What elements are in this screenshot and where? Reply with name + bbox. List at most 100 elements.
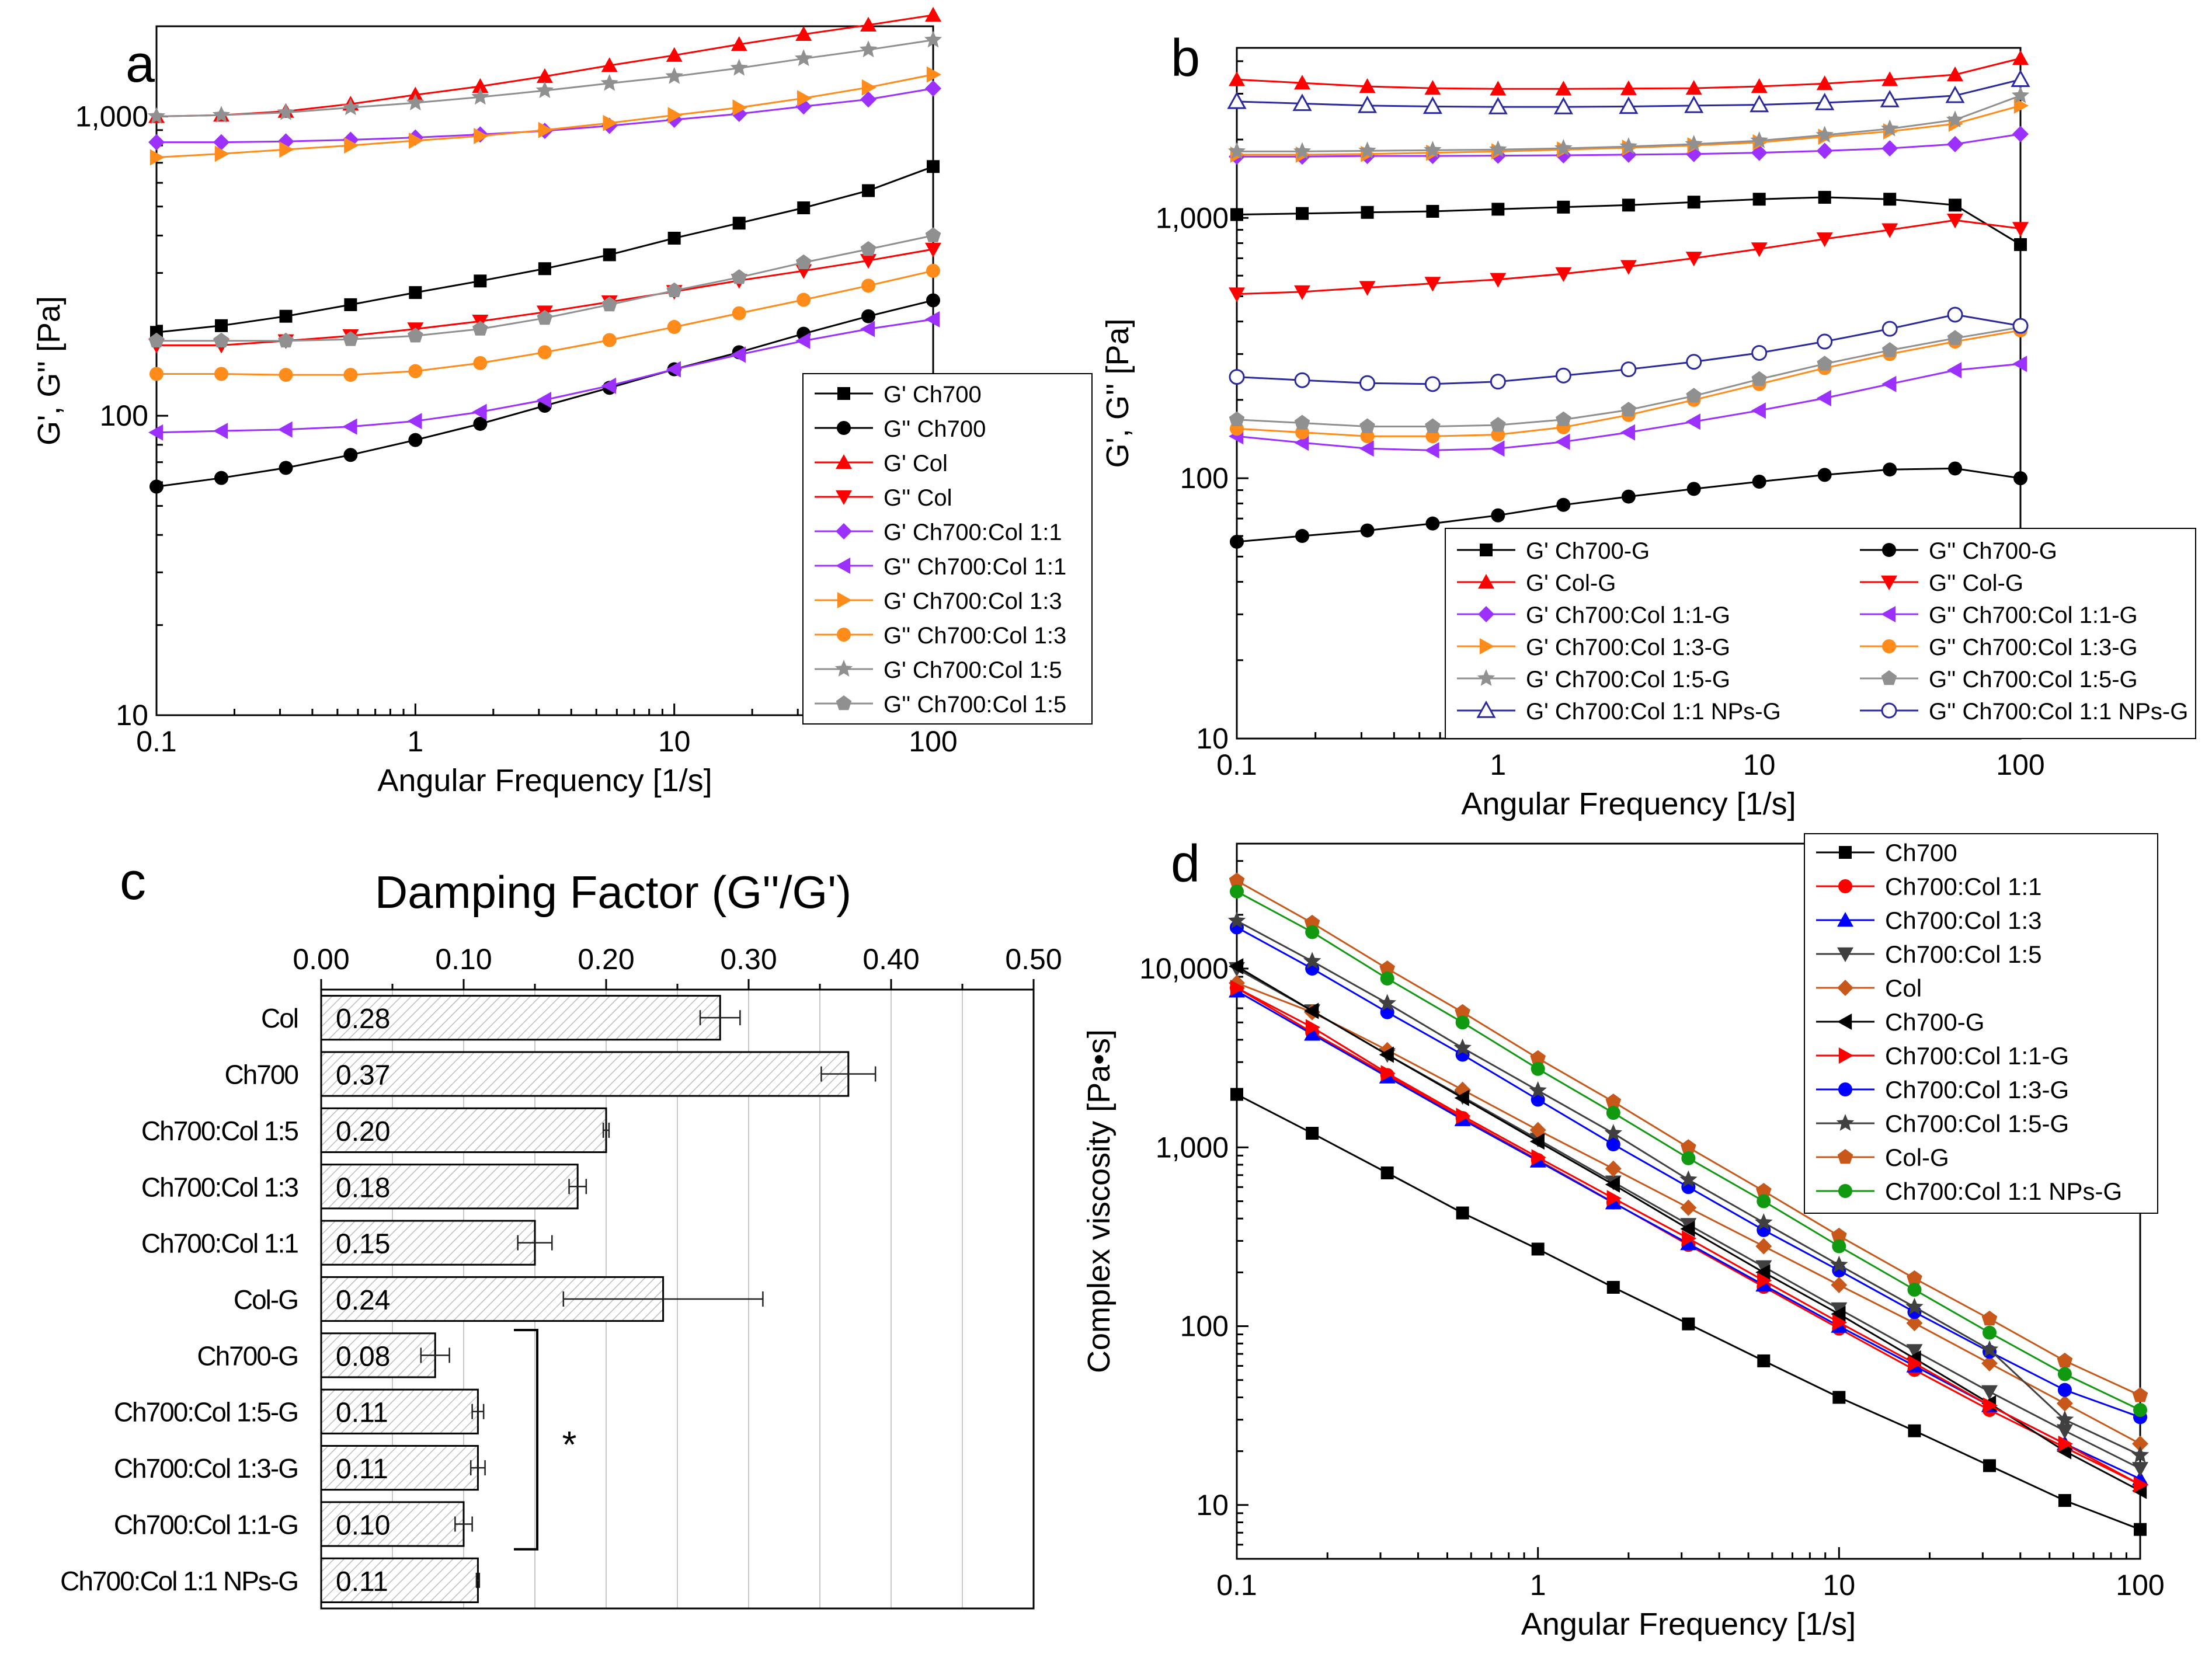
data-point (2013, 471, 2027, 486)
legend-label: G' Ch700:Col 1:3 (884, 589, 1062, 614)
data-point (1454, 1089, 1469, 1106)
y-axis-label: G', G'' [Pa] (32, 296, 67, 445)
legend-label: G' Ch700-G (1526, 538, 1650, 564)
data-point (147, 107, 166, 124)
data-point (1686, 354, 1702, 370)
legend-item: Ch700:Col 1:1-G (1816, 1042, 2069, 1070)
data-point (1983, 1325, 1997, 1340)
data-point (1455, 1004, 1470, 1019)
data-point (1817, 468, 1832, 482)
y-tick-label: 10 (1196, 722, 1229, 755)
data-point (925, 227, 941, 242)
data-point (1556, 411, 1571, 426)
panel-a-line-chart: a 0.1 1 10 100 10 100 1,000 Angular Frequency [… (32, 6, 1093, 798)
data-point (1489, 140, 1507, 158)
data-point (1949, 199, 1962, 212)
data-point (409, 132, 424, 149)
legend-label: G' Ch700 (884, 382, 982, 408)
legend-swatch-marker (1881, 670, 1897, 685)
bar (320, 1220, 536, 1266)
y-tick-label: 1,000 (1156, 1131, 1229, 1164)
data-point (1816, 142, 1833, 159)
legend-label: Ch700:Col 1:1 NPs-G (1885, 1178, 2122, 1205)
x-tick-label: 100 (1996, 748, 2044, 781)
data-point (343, 448, 358, 462)
data-point (2056, 1395, 2073, 1412)
legend-label: G'' Ch700 (884, 416, 986, 442)
data-point (860, 91, 877, 108)
legend-swatch-marker (1478, 574, 1494, 589)
data-point (1685, 145, 1702, 162)
data-point (1605, 1160, 1622, 1177)
x-tick-label: 1 (1490, 748, 1506, 781)
data-point (1905, 1297, 1924, 1315)
bar (320, 1332, 436, 1378)
data-point (473, 416, 488, 431)
data-point (1304, 914, 1320, 930)
data-point (1816, 75, 1833, 90)
bar (320, 1051, 850, 1097)
data-label: 0.15 (336, 1229, 390, 1260)
data-point (925, 242, 941, 257)
data-point (1947, 362, 1962, 379)
data-point (1229, 958, 1244, 975)
data-point (1620, 424, 1636, 441)
data-point (666, 47, 683, 62)
data-point (1304, 1002, 1319, 1019)
data-point (277, 103, 295, 120)
x-tick-label: 0.20 (578, 943, 634, 976)
data-point (795, 49, 813, 67)
data-point (1983, 1459, 1997, 1472)
data-point (535, 81, 554, 98)
data-point (1229, 872, 1245, 887)
legend-label: G' Col (884, 451, 948, 476)
data-point (214, 367, 229, 381)
y-tick-label: 100 (100, 399, 148, 432)
data-point (1490, 81, 1507, 96)
data-point (795, 332, 811, 349)
data-point (1883, 462, 1897, 477)
data-point (1908, 1424, 1921, 1437)
data-point (1606, 1106, 1620, 1120)
data-point (2133, 1476, 2148, 1493)
data-label: 0.18 (336, 1172, 390, 1203)
data-point (1908, 1355, 1923, 1372)
data-point (1229, 287, 1245, 302)
data-point (1685, 80, 1702, 95)
data-point (213, 134, 229, 151)
data-point (1424, 376, 1441, 392)
data-point (1681, 1151, 1696, 1165)
category-label: Ch700:Col 1:5-G (114, 1397, 298, 1427)
x-tick-label: 100 (2116, 1569, 2164, 1601)
data-point (1424, 141, 1442, 158)
series-0 (150, 160, 940, 339)
data-point (1945, 85, 1965, 103)
series-8 (1227, 86, 2030, 159)
data-point (1756, 1183, 1772, 1198)
data-point (1357, 95, 1378, 113)
data-point (1531, 1061, 1545, 1076)
series-2 (1229, 50, 2029, 96)
data-point (1832, 1239, 1846, 1253)
legend-label: G'' Col-G (1929, 570, 2023, 596)
data-point (1294, 75, 1310, 90)
y-tick-label: 100 (1180, 1310, 1229, 1343)
data-point (861, 79, 877, 96)
data-point (1529, 1081, 1547, 1098)
data-point (926, 263, 940, 278)
data-point (666, 282, 682, 297)
x-tick-label: 10 (1823, 1569, 1856, 1601)
legend-swatch-marker (1837, 912, 1853, 927)
legend-label: G'' Ch700:Col 1:5 (884, 692, 1066, 718)
data-point (149, 479, 164, 494)
x-axis-label: Angular Frequency [1/s] (1461, 786, 1796, 821)
data-point (732, 306, 746, 321)
data-point (926, 66, 941, 83)
data-point (536, 68, 553, 83)
series-7 (149, 263, 940, 382)
bar (320, 995, 721, 1041)
data-point (1227, 911, 1246, 929)
data-point (1832, 1391, 1846, 1404)
legend-swatch-marker (1480, 544, 1493, 556)
series-8 (1227, 911, 2150, 1463)
